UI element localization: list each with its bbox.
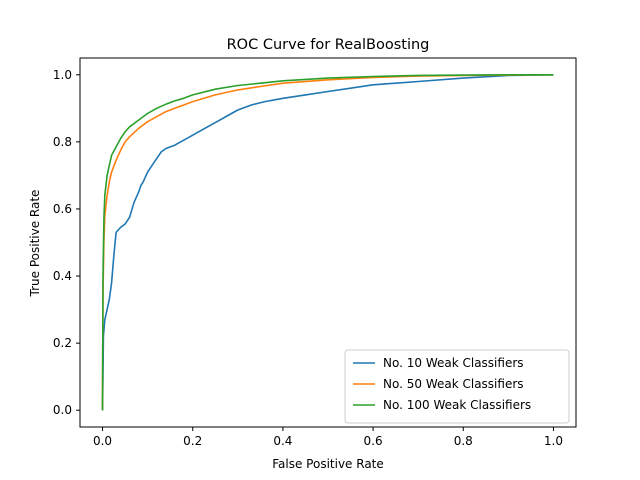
y-axis-ticks: 0.0 0.2 0.4 0.6 0.8 1.0 <box>53 68 80 417</box>
y-tick-label: 0.8 <box>53 135 72 149</box>
series-line-3 <box>101 74 554 411</box>
x-tick-label: 1.0 <box>544 434 563 448</box>
legend-entry-1: No. 10 Weak Classifiers <box>383 356 524 370</box>
legend-entry-3: No. 100 Weak Classifiers <box>383 398 531 412</box>
y-tick-label: 0.4 <box>53 269 72 283</box>
x-tick-label: 0.0 <box>93 434 112 448</box>
chart-title: ROC Curve for RealBoosting <box>227 37 430 53</box>
plot-area: 0.0 0.2 0.4 0.6 0.8 1.0 0.0 0.2 0.4 0.6 0.8 1.0 <box>53 57 577 448</box>
y-tick-label: 1.0 <box>53 68 72 82</box>
y-axis-label: True Positive Rate <box>28 190 42 298</box>
x-axis-label: False Positive Rate <box>272 457 384 471</box>
y-tick-label: 0.0 <box>53 403 72 417</box>
plot-frame <box>79 57 577 428</box>
legend-box <box>344 349 570 424</box>
y-tick-label: 0.6 <box>53 202 72 216</box>
y-tick-label: 0.2 <box>53 336 72 350</box>
x-tick-label: 0.2 <box>183 434 202 448</box>
legend-entry-2: No. 50 Weak Classifiers <box>383 377 524 391</box>
x-axis-ticks: 0.0 0.2 0.4 0.6 0.8 1.0 <box>93 427 563 448</box>
series-layer <box>101 74 554 411</box>
x-tick-label: 0.6 <box>364 434 383 448</box>
legend: No. 10 Weak Classifiers No. 50 Weak Class… <box>344 349 570 424</box>
series-line-2 <box>101 74 554 411</box>
series-line-1 <box>101 74 554 411</box>
x-tick-label: 0.4 <box>273 434 292 448</box>
x-tick-label: 0.8 <box>454 434 473 448</box>
